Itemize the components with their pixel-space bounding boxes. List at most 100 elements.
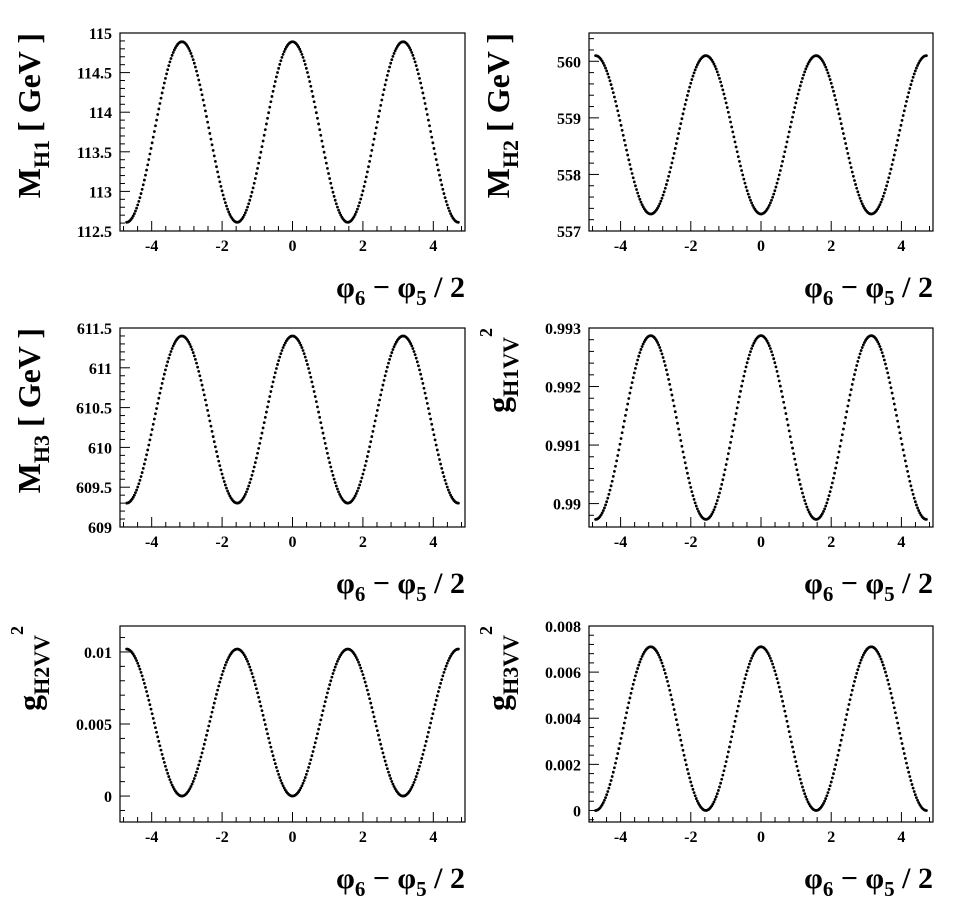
data-point bbox=[195, 69, 198, 73]
y-tick-label: 559 bbox=[557, 111, 581, 128]
data-point bbox=[726, 110, 730, 114]
data-point bbox=[888, 687, 892, 691]
data-point bbox=[332, 194, 336, 198]
chart-panel-4: -4 -2 0 2 4 0.99 0.991 0.992 0.993 φ6 − φ5 / 2 gH1… bbox=[476, 321, 934, 606]
data-point bbox=[801, 77, 804, 80]
data-point bbox=[137, 199, 141, 203]
data-point bbox=[723, 764, 727, 768]
x-tick-label: -4 bbox=[145, 238, 158, 255]
data-point bbox=[730, 125, 734, 129]
data-point bbox=[322, 150, 326, 154]
data-point bbox=[767, 344, 771, 348]
data-point bbox=[417, 364, 420, 368]
data-point bbox=[890, 696, 894, 700]
data-point bbox=[859, 658, 863, 662]
data-point bbox=[430, 422, 434, 426]
data-point bbox=[456, 647, 460, 651]
data-point bbox=[430, 135, 434, 139]
data-point bbox=[318, 415, 322, 419]
data-point bbox=[689, 81, 693, 85]
data-point bbox=[421, 91, 425, 95]
data-point bbox=[277, 773, 281, 776]
data-point bbox=[132, 212, 136, 216]
data-point bbox=[277, 359, 281, 362]
y-tick-label: 114 bbox=[89, 105, 112, 122]
data-point bbox=[147, 698, 151, 702]
data-point bbox=[605, 69, 609, 73]
data-point bbox=[434, 158, 438, 161]
data-point bbox=[910, 488, 914, 492]
data-point bbox=[728, 745, 731, 749]
data-point bbox=[835, 461, 839, 465]
data-point bbox=[890, 391, 894, 395]
data-point bbox=[381, 383, 385, 387]
x-tick-label: 4 bbox=[429, 829, 437, 846]
data-point bbox=[729, 440, 732, 444]
data-point bbox=[827, 494, 831, 498]
data-point bbox=[367, 165, 370, 169]
data-point bbox=[433, 703, 437, 707]
data-point bbox=[420, 377, 424, 381]
data-point bbox=[334, 484, 338, 488]
data-point bbox=[691, 74, 695, 78]
data-point bbox=[746, 357, 750, 361]
data-point bbox=[771, 195, 775, 199]
data-point bbox=[801, 785, 804, 789]
data-point bbox=[419, 761, 423, 764]
data-point bbox=[249, 668, 253, 672]
data-point bbox=[220, 673, 224, 677]
data-point bbox=[697, 510, 700, 513]
data-point bbox=[906, 766, 909, 770]
data-point bbox=[729, 120, 732, 124]
data-point bbox=[359, 666, 363, 670]
data-point bbox=[328, 461, 332, 464]
data-point bbox=[850, 170, 854, 174]
data-point bbox=[228, 213, 232, 216]
data-point bbox=[677, 728, 680, 732]
data-point bbox=[448, 656, 451, 660]
data-point bbox=[669, 693, 673, 697]
data-point bbox=[713, 64, 717, 68]
data-point bbox=[327, 687, 330, 691]
data-point bbox=[338, 492, 342, 496]
data-point bbox=[247, 202, 251, 206]
data-point bbox=[411, 347, 415, 350]
data-point bbox=[908, 775, 912, 778]
data-point bbox=[379, 393, 383, 397]
data-point bbox=[738, 699, 741, 703]
data-point bbox=[328, 683, 332, 687]
data-point bbox=[665, 675, 668, 679]
data-point bbox=[906, 95, 909, 99]
data-point bbox=[776, 177, 780, 181]
data-point bbox=[638, 197, 642, 201]
data-point bbox=[895, 716, 898, 720]
data-point bbox=[625, 711, 628, 715]
data-point bbox=[630, 381, 634, 385]
data-point bbox=[720, 84, 724, 88]
y-tick-label: 0.992 bbox=[545, 380, 581, 397]
data-point bbox=[677, 427, 680, 431]
data-point bbox=[660, 352, 664, 356]
data-point bbox=[678, 127, 682, 130]
data-point bbox=[313, 105, 317, 109]
data-point bbox=[895, 143, 898, 147]
data-point bbox=[718, 491, 721, 495]
data-point bbox=[388, 357, 391, 361]
data-point bbox=[877, 342, 881, 346]
data-point bbox=[270, 750, 274, 753]
data-point bbox=[311, 385, 315, 389]
data-point bbox=[632, 678, 636, 682]
data-point bbox=[411, 783, 415, 787]
data-point bbox=[164, 76, 167, 80]
data-point bbox=[442, 475, 446, 478]
data-point bbox=[248, 198, 252, 202]
data-point bbox=[801, 491, 804, 495]
data-point bbox=[157, 107, 161, 111]
data-point bbox=[915, 503, 918, 507]
data-point bbox=[772, 192, 776, 196]
data-point bbox=[162, 761, 166, 764]
data-point bbox=[248, 665, 252, 669]
data-point bbox=[900, 442, 904, 446]
data-point bbox=[212, 701, 216, 705]
data-point bbox=[749, 659, 752, 663]
